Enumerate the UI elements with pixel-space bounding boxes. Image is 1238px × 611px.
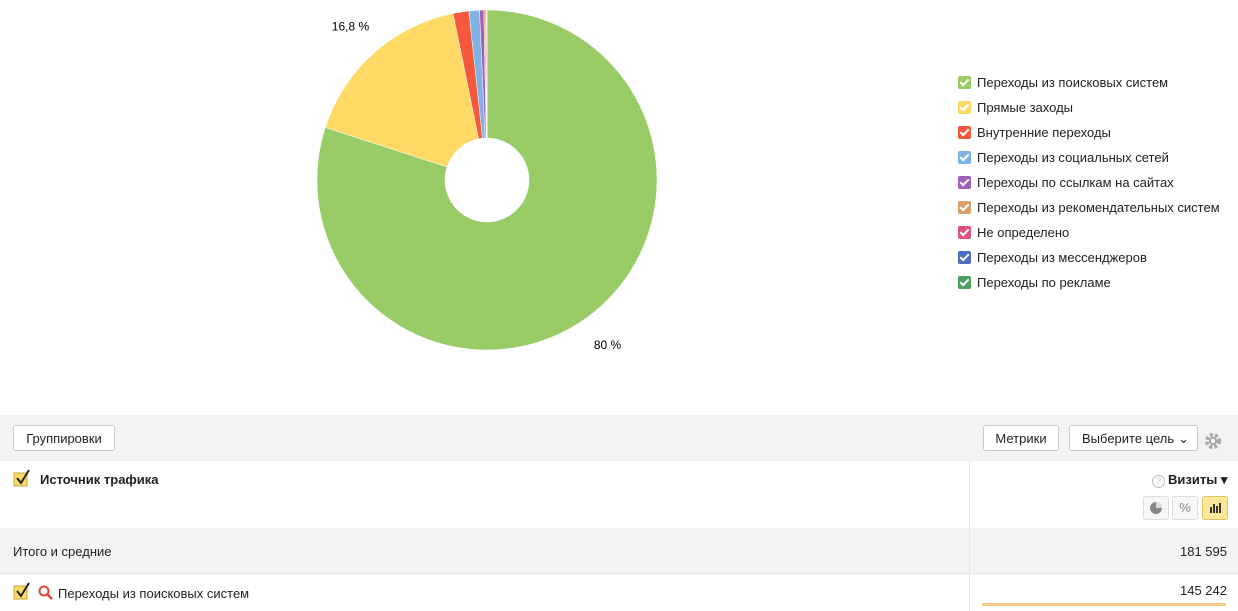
checkbox[interactable] (13, 469, 31, 487)
pie-slice (325, 13, 479, 168)
metric-header[interactable]: ? Визиты ▾ (1152, 472, 1227, 488)
slice-label: 80 % (594, 338, 622, 352)
slice-label: 16,8 % (332, 19, 370, 33)
legend-swatch (958, 150, 971, 164)
legend-label: Внутренние переходы (977, 124, 1111, 140)
legend-item[interactable]: Внутренние переходы (958, 124, 1111, 140)
row-value: 145 242 (1180, 583, 1227, 598)
legend-swatch (958, 225, 971, 239)
legend-item[interactable]: Переходы из мессенджеров (958, 249, 1147, 265)
groupings-button[interactable]: Группировки (13, 425, 115, 451)
pie-chart: 80 % 16,8 % (316, 9, 658, 352)
legend-label: Переходы из мессенджеров (977, 249, 1147, 265)
legend-item[interactable]: Переходы по ссылкам на сайтах (958, 174, 1174, 190)
legend-swatch (958, 275, 971, 289)
legend-label: Переходы из социальных сетей (977, 149, 1169, 165)
legend-item[interactable]: Не определено (958, 224, 1069, 240)
goal-label: Выберите цель (1082, 431, 1175, 446)
column-divider (969, 528, 970, 573)
metrics-button[interactable]: Метрики (983, 425, 1059, 451)
legend-label: Переходы по рекламе (977, 274, 1111, 290)
totals-row (0, 528, 1238, 574)
legend-label: Переходы из поисковых систем (977, 74, 1169, 90)
totals-value: 181 595 (1180, 544, 1227, 559)
legend-label: Не определено (977, 224, 1070, 240)
row-label: Переходы из поисковых систем (58, 586, 250, 601)
legend-item[interactable]: Переходы по рекламе (958, 274, 1111, 290)
pie-slice (316, 9, 658, 351)
legend-swatch (958, 100, 971, 114)
legend-swatch (958, 200, 971, 214)
dimension-header: Источник трафика (40, 472, 159, 487)
pie-view-button[interactable] (1143, 496, 1169, 520)
legend-item[interactable]: Переходы из рекомендательных систем (958, 199, 1220, 215)
legend-label: Прямые заходы (977, 99, 1074, 115)
legend-swatch (958, 125, 971, 139)
legend-label: Переходы из рекомендательных систем (977, 199, 1220, 215)
row-share-bar (982, 603, 1226, 606)
legend-swatch (958, 75, 971, 89)
bar-view-button[interactable] (1202, 496, 1228, 520)
goal-select[interactable]: Выберите цель ⌄ (1069, 425, 1198, 451)
legend-item[interactable]: Прямые заходы (958, 99, 1073, 115)
legend-label: Переходы по ссылкам на сайтах (977, 174, 1174, 190)
caret: ⌄ (1178, 431, 1189, 446)
legend-item[interactable]: Переходы из поисковых систем (958, 74, 1168, 90)
help-icon[interactable]: ? (1152, 475, 1165, 488)
search-icon (38, 585, 53, 600)
percent-view-button[interactable]: % (1172, 496, 1198, 520)
legend-swatch (958, 250, 971, 264)
totals-label: Итого и средние (13, 544, 112, 559)
metric-label: Визиты (1168, 472, 1218, 487)
checkbox[interactable] (13, 582, 31, 600)
legend-item[interactable]: Переходы из социальных сетей (958, 149, 1169, 165)
settings-icon[interactable] (1203, 431, 1223, 451)
legend-swatch (958, 175, 971, 189)
